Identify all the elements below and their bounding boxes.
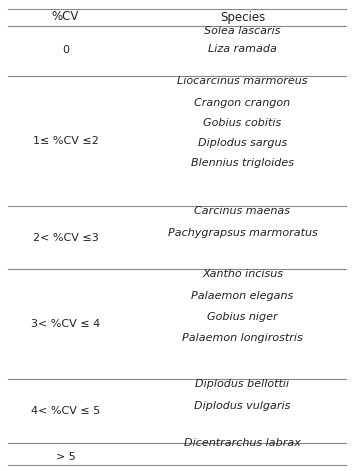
Text: Palaemon longirostris: Palaemon longirostris [182, 333, 303, 343]
Text: Solea lascaris: Solea lascaris [204, 26, 281, 36]
Text: %CV: %CV [52, 10, 79, 24]
Text: Gobius cobitis: Gobius cobitis [203, 118, 282, 128]
Text: Liocarcinus marmoreus: Liocarcinus marmoreus [177, 76, 308, 86]
Text: Diplodus bellottii: Diplodus bellottii [195, 379, 290, 389]
Text: Carcinus maenas: Carcinus maenas [194, 206, 291, 216]
Text: Crangon crangon: Crangon crangon [194, 98, 291, 108]
Text: > 5: > 5 [56, 452, 75, 462]
Text: 3< %CV ≤ 4: 3< %CV ≤ 4 [31, 319, 100, 329]
Text: Diplodus sargus: Diplodus sargus [198, 138, 287, 148]
Text: Gobius niger: Gobius niger [207, 312, 278, 322]
Text: Dicentrarchus labrax: Dicentrarchus labrax [184, 438, 301, 448]
Text: Pachygrapsus marmoratus: Pachygrapsus marmoratus [167, 228, 318, 238]
Text: 0: 0 [62, 45, 69, 55]
Text: 2< %CV ≤3: 2< %CV ≤3 [33, 233, 98, 243]
Text: Blennius trigloides: Blennius trigloides [191, 158, 294, 168]
Text: Species: Species [220, 10, 265, 24]
Text: Liza ramada: Liza ramada [208, 44, 277, 54]
Text: Xantho incisus: Xantho incisus [202, 269, 283, 279]
Text: Diplodus vulgaris: Diplodus vulgaris [194, 401, 291, 411]
Text: 4< %CV ≤ 5: 4< %CV ≤ 5 [31, 406, 100, 416]
Text: 1≤ %CV ≤2: 1≤ %CV ≤2 [33, 136, 98, 146]
Text: Palaemon elegans: Palaemon elegans [192, 291, 293, 301]
